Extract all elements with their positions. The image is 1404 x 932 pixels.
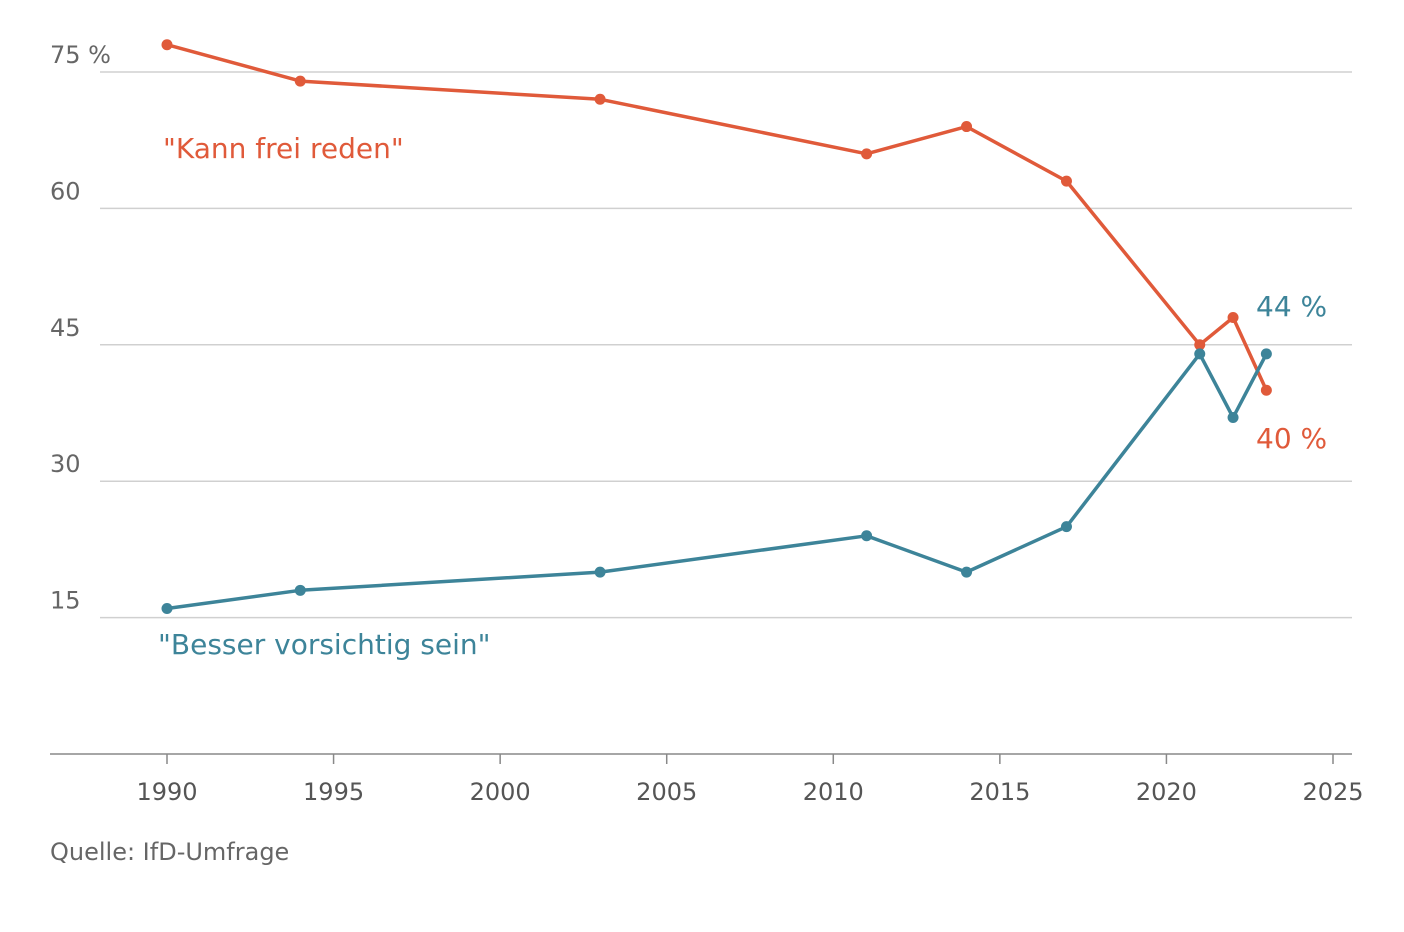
x-tick-label: 2015 [969, 778, 1030, 806]
source-note: Quelle: IfD-Umfrage [50, 838, 290, 866]
series-layer [161, 39, 1272, 615]
y-tick-label: 75 % [50, 41, 111, 69]
grid-layer [100, 71, 1352, 619]
series-label-besser-vorsichtig: "Besser vorsichtig sein" [158, 628, 491, 661]
data-point [961, 121, 973, 133]
data-point [961, 566, 973, 578]
x-tick-label: 2010 [803, 778, 864, 806]
data-point [161, 603, 173, 615]
label-layer: "Kann frei reden" "Besser vorsichtig sein… [158, 132, 1327, 661]
axis-layer: 75 % 60 45 30 15 1990 1995 2000 2005 2010 2015 2020… [50, 41, 1364, 806]
data-point [1060, 521, 1072, 533]
x-tick-label: 2020 [1136, 778, 1197, 806]
series-line-0 [165, 42, 1269, 393]
data-point [594, 566, 606, 578]
y-tick-label: 60 [50, 177, 81, 205]
data-point [161, 39, 173, 51]
x-tick-label: 1995 [303, 778, 364, 806]
x-tick-label: 2000 [470, 778, 531, 806]
x-tick-label: 2005 [636, 778, 697, 806]
x-tick-label: 1990 [136, 778, 197, 806]
data-point [1260, 348, 1272, 360]
data-point [1227, 312, 1239, 324]
data-point [861, 148, 873, 160]
series-label-kann-frei-reden: "Kann frei reden" [163, 132, 404, 165]
y-tick-label: 30 [50, 450, 81, 478]
y-tick-label: 45 [50, 314, 81, 342]
data-point [1194, 339, 1206, 351]
data-point [1194, 348, 1206, 360]
end-label-kann-frei-reden: 40 % [1256, 422, 1327, 455]
data-point [594, 93, 606, 105]
data-point [294, 584, 306, 596]
y-tick-label: 15 [50, 587, 81, 615]
data-point [1260, 384, 1272, 396]
x-tick-label: 2025 [1302, 778, 1363, 806]
end-label-besser-vorsichtig: 44 % [1256, 290, 1327, 323]
data-point [1227, 412, 1239, 424]
data-point [294, 75, 306, 87]
data-point [861, 530, 873, 542]
data-point [1060, 175, 1072, 187]
